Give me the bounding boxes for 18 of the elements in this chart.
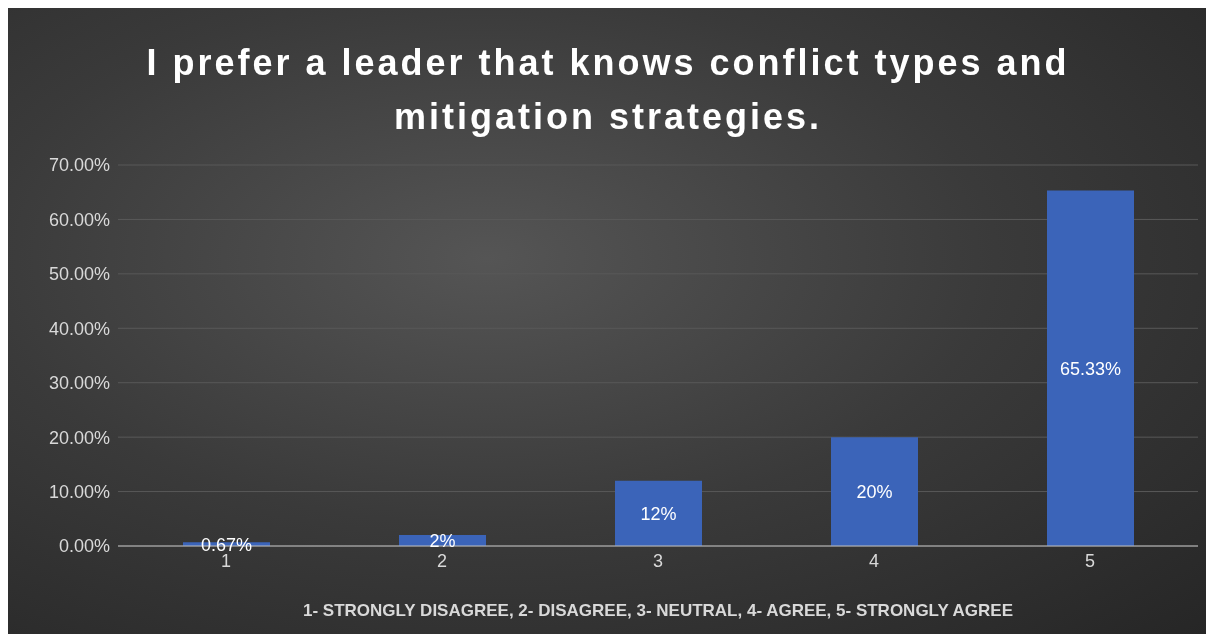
data-label: 2% [429,530,456,551]
data-label: 12% [640,503,677,524]
y-tick-label: 70.00% [48,155,110,176]
x-tick-label: 3 [652,550,664,571]
x-tick-label: 5 [1084,550,1096,571]
y-tick-label: 30.00% [48,373,110,394]
x-axis-title: 1- STRONGLY DISAGREE, 2- DISAGREE, 3- NEUTRAL, 4- AGREE, 5- STRONGLY AGREE [302,601,1014,620]
data-label: 65.33% [1059,358,1122,379]
y-tick-label: 10.00% [48,481,110,502]
data-label: 20% [856,481,893,502]
x-tick-label: 2 [436,550,448,571]
y-tick-label: 40.00% [48,318,110,339]
y-tick-label: 60.00% [48,209,110,230]
y-tick-label: 50.00% [48,264,110,285]
chart-title: I prefer a leader that knows conflict types and mitigation strategies. [145,41,1071,139]
y-tick-label: 20.00% [48,427,110,448]
y-tick-label: 0.00% [58,536,110,557]
x-tick-label: 4 [868,550,880,571]
